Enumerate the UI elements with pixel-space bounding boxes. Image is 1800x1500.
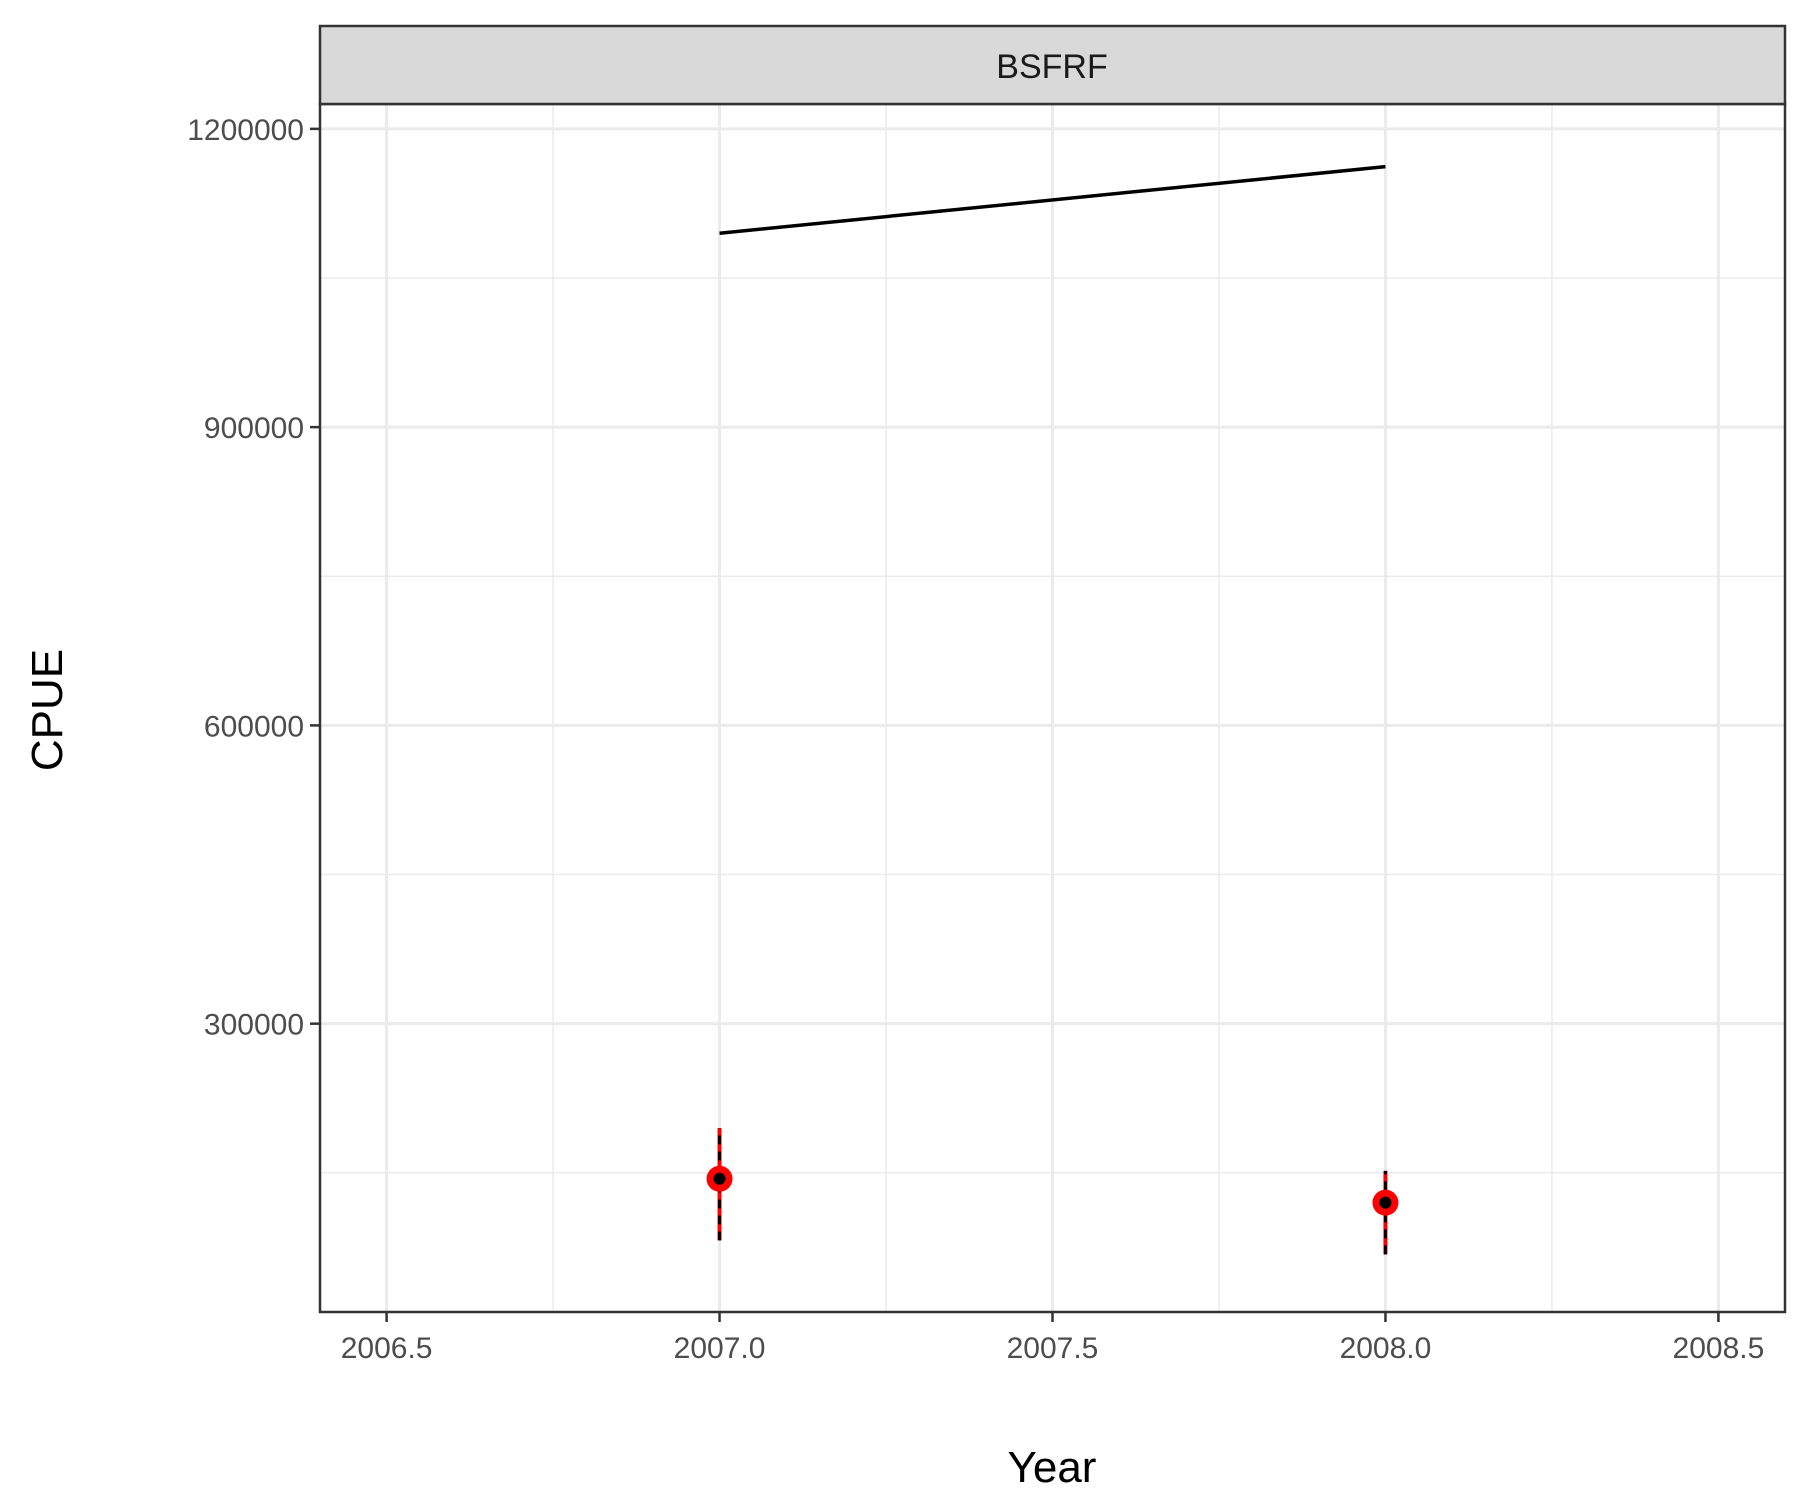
y-tick-label: 900000 bbox=[204, 412, 304, 445]
y-tick-label: 600000 bbox=[204, 710, 304, 743]
y-axis: 300000 600000 900000 1200000 bbox=[187, 114, 320, 1042]
x-tick-label: 2008.5 bbox=[1673, 1332, 1765, 1365]
x-axis: 2006.5 2007.0 2007.5 2008.0 2008.5 bbox=[341, 1312, 1765, 1365]
data-point-center bbox=[713, 1172, 726, 1185]
x-tick-label: 2006.5 bbox=[341, 1332, 433, 1365]
strip-label: BSFRF bbox=[996, 48, 1107, 86]
y-tick-label: 300000 bbox=[204, 1009, 304, 1042]
strip-background bbox=[318, 24, 1787, 106]
x-axis-title: Year bbox=[1008, 1443, 1097, 1492]
x-tick-label: 2007.5 bbox=[1007, 1332, 1099, 1365]
x-tick-label: 2007.0 bbox=[674, 1332, 766, 1365]
data-point-center bbox=[1379, 1196, 1392, 1209]
fit-line bbox=[719, 164, 1386, 235]
y-axis-title: CPUE bbox=[23, 649, 72, 771]
data-layer bbox=[706, 164, 1399, 1255]
major-gridlines bbox=[320, 104, 1785, 1312]
x-tick-label: 2008.0 bbox=[1340, 1332, 1432, 1365]
y-tick-label: 1200000 bbox=[187, 114, 304, 147]
